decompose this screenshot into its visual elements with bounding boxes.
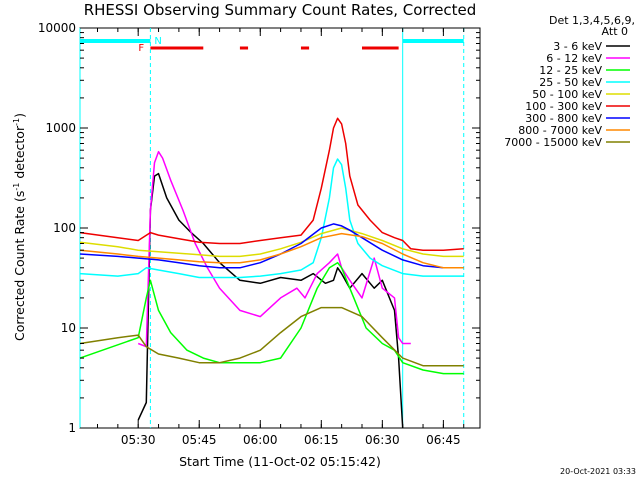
series-line: [79, 227, 464, 258]
axes-frame: [79, 27, 481, 429]
x-tick-label: 05:30: [121, 433, 156, 447]
legend-label: 12 - 25 keV: [539, 64, 602, 77]
x-tick-label: 06:00: [243, 433, 278, 447]
legend-label: 6 - 12 keV: [546, 52, 602, 65]
y-axis-label-main: Corrected Count Rate (s: [12, 191, 27, 341]
series-line: [79, 306, 464, 367]
legend-label: 3 - 6 keV: [553, 40, 602, 53]
series-line: [137, 150, 411, 348]
x-tick-label: 06:45: [426, 433, 461, 447]
x-tick-label: 06:15: [304, 433, 339, 447]
y-tick-label: 10000: [38, 21, 76, 35]
y-axis-label-sup2: -1: [12, 118, 21, 126]
legend-header-line1: Det 1,3,4,5,6,9,: [549, 14, 635, 27]
night-flag-label: N: [154, 36, 161, 47]
y-tick-label: 10: [61, 321, 76, 335]
legend-label: 7000 - 15000 keV: [504, 136, 602, 149]
axis-ticks: 05:30 05:45 06:00 06:15 06:30 06:45 1 10 100 1000…: [38, 21, 480, 447]
y-tick-label: 100: [53, 221, 76, 235]
series-line: [79, 117, 464, 251]
legend-label: 100 - 300 keV: [525, 100, 602, 113]
series-line: [79, 232, 464, 269]
legend-label: 25 - 50 keV: [539, 76, 602, 89]
x-tick-label: 05:45: [182, 433, 217, 447]
series-line: [79, 261, 464, 375]
series-line: [137, 172, 404, 429]
legend-label: 300 - 800 keV: [525, 112, 602, 125]
series-lines: [79, 117, 464, 429]
plot-area: 05:30 05:45 06:00 06:15 06:30 06:45 1 10 100 1000…: [38, 21, 481, 447]
legend-label: 800 - 7000 keV: [518, 124, 602, 137]
y-axis-label: Corrected Count Rate (s-1 detector-1): [12, 113, 27, 341]
legend-header-line2: Att 0: [602, 25, 628, 38]
y-tick-label: 1: [68, 421, 76, 435]
x-tick-label: 06:30: [365, 433, 400, 447]
y-tick-label: 1000: [45, 121, 76, 135]
chart-title: RHESSI Observing Summary Count Rates, Co…: [84, 1, 477, 19]
series-line: [79, 158, 464, 279]
flag-bars: [79, 28, 465, 428]
y-axis-label-sup1: -1: [12, 183, 21, 191]
flare-flag-label: F: [138, 43, 144, 54]
series-line: [79, 223, 464, 269]
legend-label: 50 - 100 keV: [532, 88, 602, 101]
y-axis-label-end: ): [12, 113, 27, 118]
y-axis-label-mid: detector: [12, 125, 27, 183]
x-axis-label: Start Time (11-Oct-02 05:15:42): [179, 454, 381, 469]
generated-timestamp: 20-Oct-2021 03:33: [560, 467, 636, 476]
